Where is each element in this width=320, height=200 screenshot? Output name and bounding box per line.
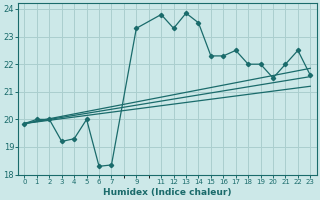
X-axis label: Humidex (Indice chaleur): Humidex (Indice chaleur) (103, 188, 232, 197)
